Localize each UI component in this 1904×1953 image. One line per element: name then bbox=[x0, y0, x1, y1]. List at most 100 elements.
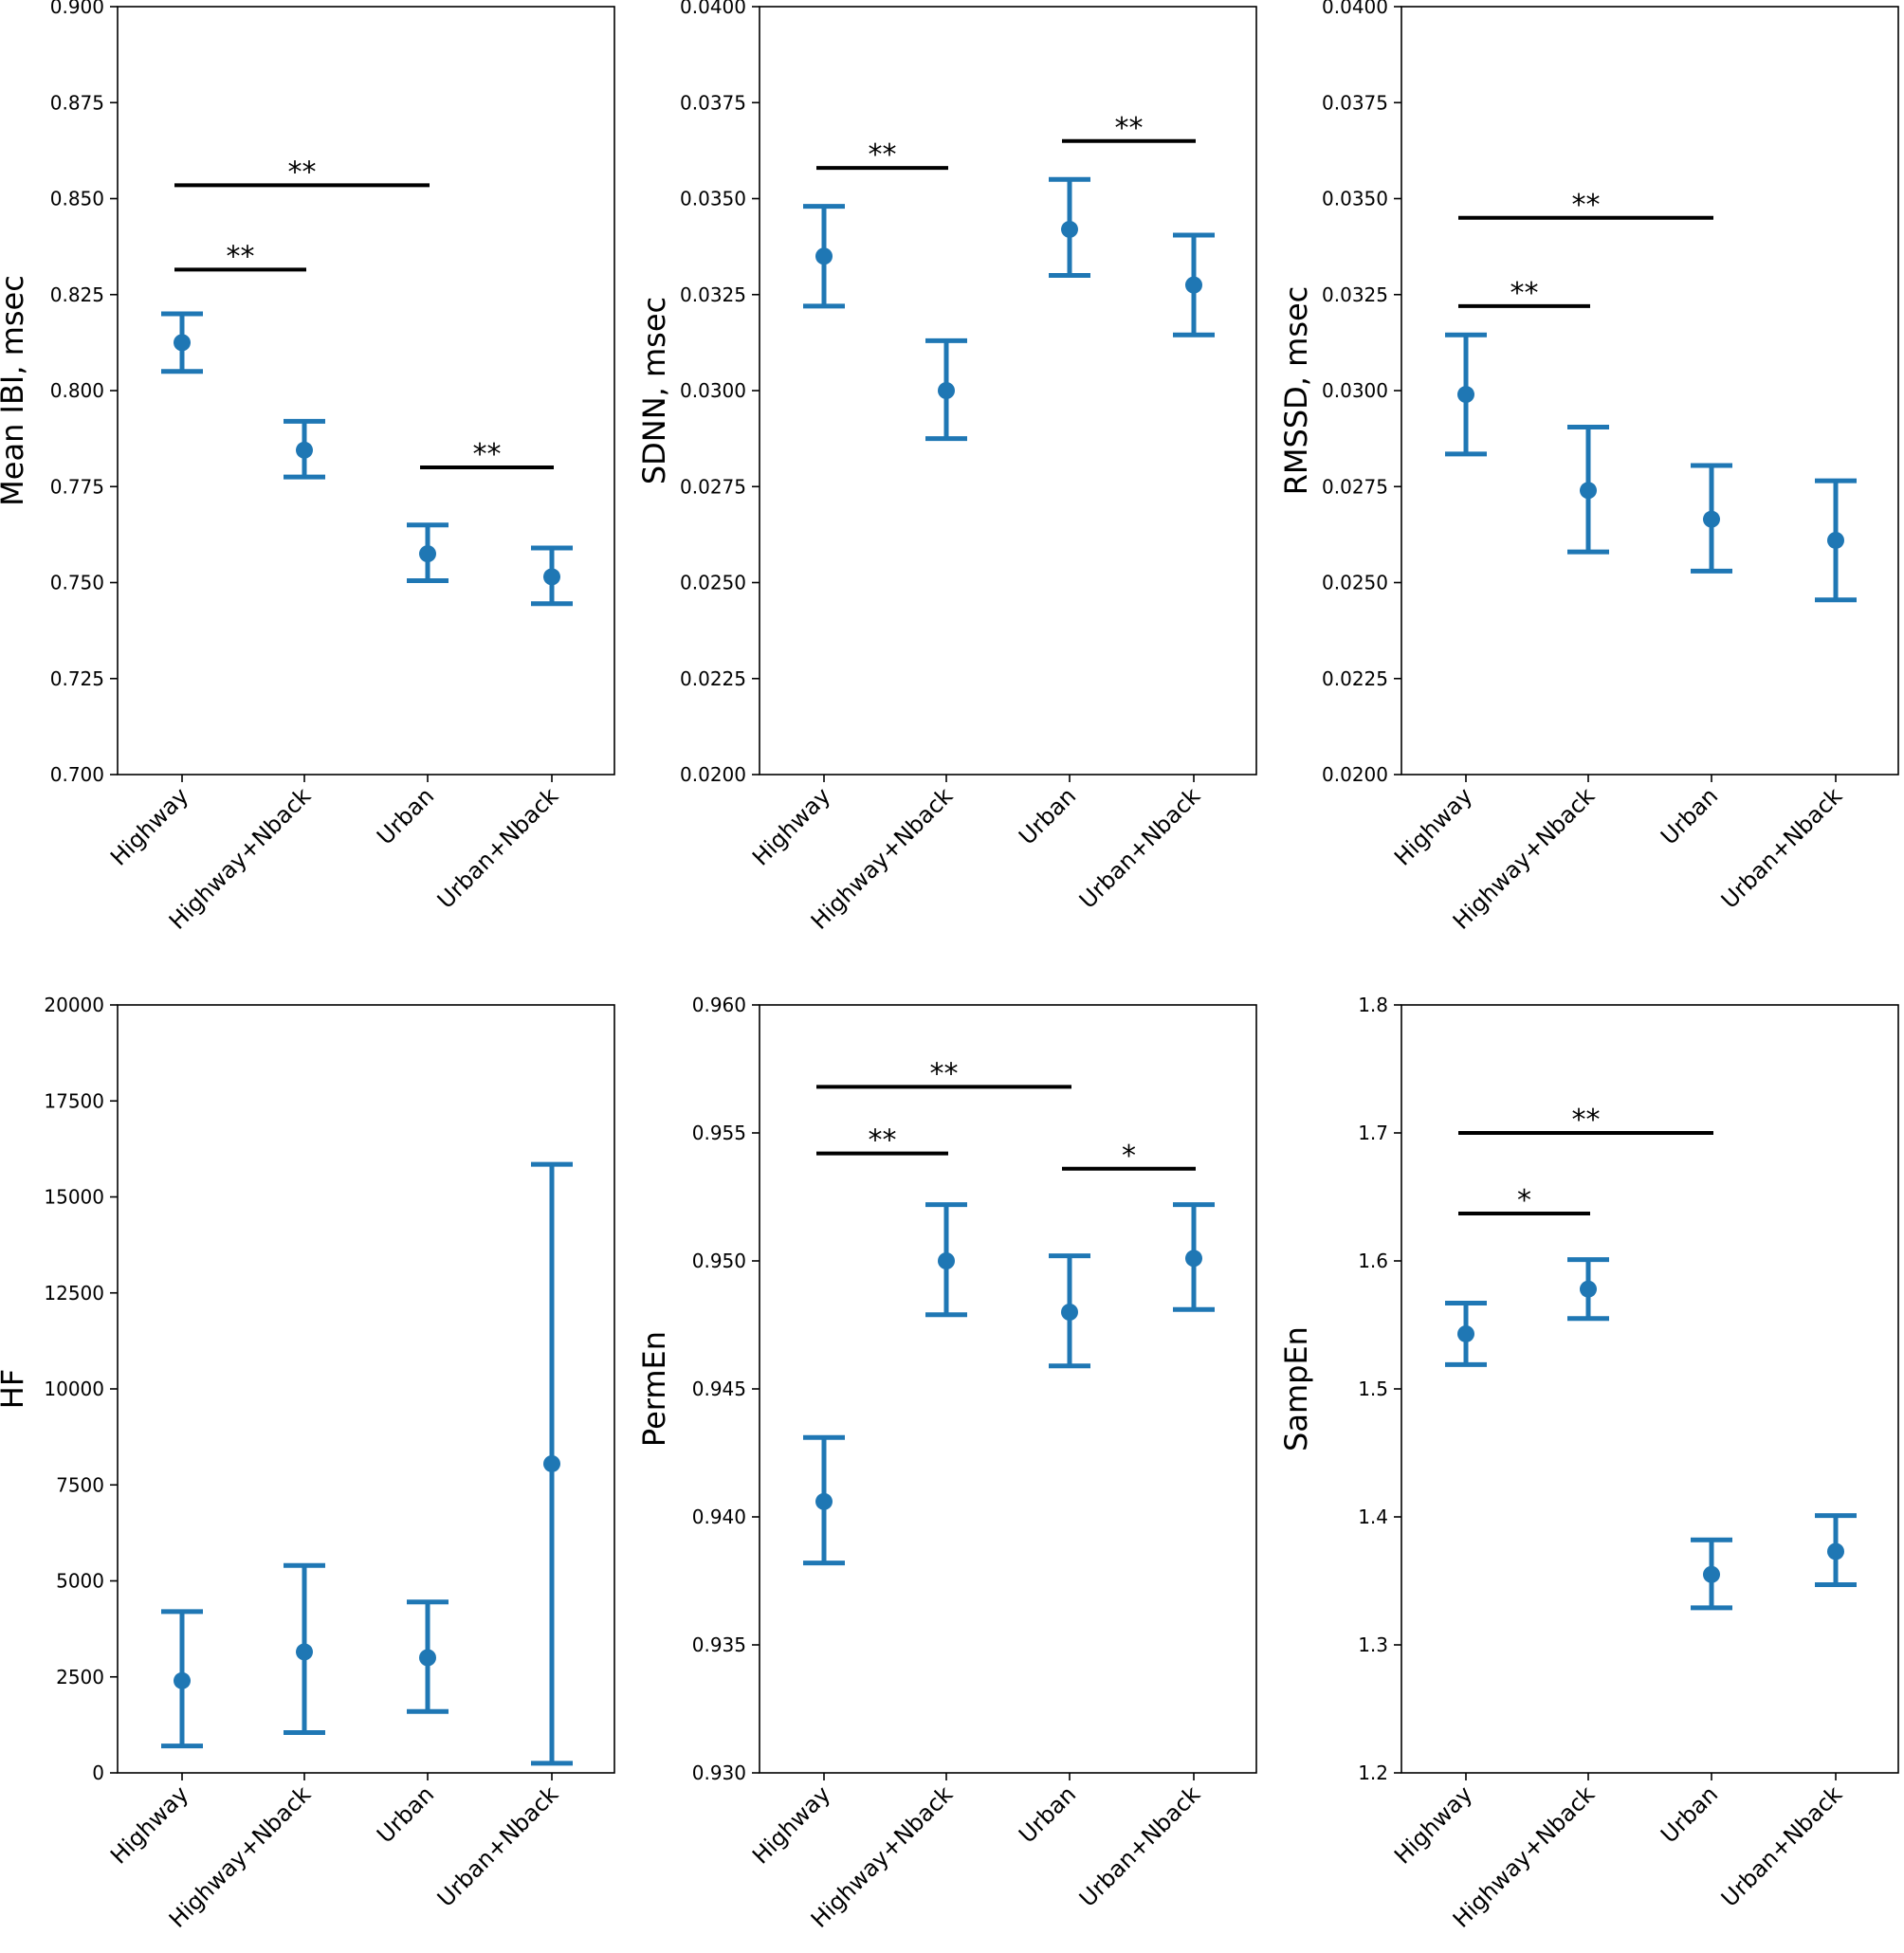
y-axis-label: PermEn bbox=[636, 1331, 672, 1447]
mean-marker bbox=[1061, 1304, 1078, 1321]
y-tick-label: 20000 bbox=[44, 994, 104, 1016]
panel-6: 1.21.31.41.51.61.71.8SampEnHighwayHighwa… bbox=[1278, 994, 1899, 1933]
x-tick-label: Urban+Nback bbox=[432, 1780, 563, 1911]
y-tick-label: 0.0325 bbox=[1322, 283, 1388, 306]
mean-marker bbox=[419, 545, 436, 563]
mean-marker bbox=[296, 1643, 313, 1661]
y-tick-label: 5000 bbox=[56, 1570, 104, 1593]
y-tick-label: 0.875 bbox=[50, 91, 104, 114]
significance-label: ** bbox=[1115, 112, 1144, 145]
y-axis-label: SDNN, msec bbox=[636, 297, 672, 484]
panel-5: 0.930 0.935 0.940 0.945 0.950 0.955 0.960 PermE… bbox=[636, 994, 1257, 1933]
y-tick-label: 0.0275 bbox=[1322, 475, 1388, 498]
x-tick-label: Urban bbox=[1656, 782, 1723, 849]
mean-marker bbox=[1580, 1280, 1597, 1298]
mean-marker bbox=[1703, 1565, 1720, 1583]
mean-marker bbox=[1185, 276, 1202, 294]
y-tick-label: 1.4 bbox=[1358, 1506, 1388, 1528]
panel-3: 0.0200 0.0225 0.0250 0.0275 0.0300 0.0325 0.03… bbox=[1278, 0, 1899, 935]
x-tick-label: Highway bbox=[105, 782, 193, 870]
mean-marker bbox=[938, 1252, 955, 1269]
y-tick-label: 0.900 bbox=[50, 0, 104, 18]
y-tick-label: 0.775 bbox=[50, 475, 104, 498]
y-tick-label: 17500 bbox=[44, 1089, 104, 1112]
x-tick-label: Highway bbox=[105, 1780, 193, 1869]
y-tick-label: 0.0200 bbox=[1322, 763, 1388, 786]
y-tick-label: 0.0225 bbox=[680, 667, 746, 690]
x-tick-label: Urban bbox=[372, 1780, 439, 1848]
y-axis-label: RMSSD, msec bbox=[1278, 286, 1314, 496]
y-tick-label: 0.935 bbox=[692, 1634, 746, 1656]
y-tick-label: 0.0325 bbox=[680, 283, 746, 306]
significance-label: ** bbox=[288, 155, 317, 189]
y-tick-label: 0.0250 bbox=[1322, 572, 1388, 594]
axes-frame bbox=[117, 1004, 615, 1774]
y-tick-label: 1.7 bbox=[1358, 1122, 1388, 1144]
mean-marker bbox=[543, 1454, 560, 1472]
y-tick-label: 1.6 bbox=[1358, 1250, 1388, 1272]
x-tick-label: Urban+Nback bbox=[1074, 1780, 1205, 1911]
y-tick-label: 0.800 bbox=[50, 379, 104, 402]
mean-marker bbox=[543, 568, 560, 586]
y-tick-label: 0.0400 bbox=[1322, 0, 1388, 18]
axes-frame bbox=[759, 6, 1257, 776]
x-tick-label: Urban bbox=[1014, 1780, 1081, 1848]
y-tick-label: 12500 bbox=[44, 1282, 104, 1305]
mean-marker bbox=[1827, 531, 1844, 549]
significance-label: ** bbox=[1510, 277, 1539, 310]
mean-marker bbox=[1580, 482, 1597, 500]
y-tick-label: 0.750 bbox=[50, 572, 104, 594]
x-tick-label: Urban bbox=[372, 782, 439, 849]
significance-label: ** bbox=[473, 438, 502, 471]
y-tick-label: 0.940 bbox=[692, 1506, 746, 1528]
y-tick-label: 1.3 bbox=[1358, 1634, 1388, 1656]
y-tick-label: 1.5 bbox=[1358, 1378, 1388, 1400]
mean-marker bbox=[1827, 1542, 1844, 1561]
y-tick-label: 7500 bbox=[56, 1473, 104, 1496]
y-tick-label: 0.825 bbox=[50, 283, 104, 306]
mean-marker bbox=[296, 441, 313, 459]
mean-marker bbox=[1457, 1324, 1474, 1342]
y-tick-label: 0.0375 bbox=[1322, 91, 1388, 114]
y-tick-label: 0.0300 bbox=[1322, 379, 1388, 402]
y-tick-label: 0.945 bbox=[692, 1378, 746, 1400]
y-tick-label: 0.0350 bbox=[680, 188, 746, 210]
mean-marker bbox=[938, 382, 955, 399]
y-axis-label: Mean IBI, msec bbox=[0, 275, 30, 506]
y-tick-label: 0.725 bbox=[50, 667, 104, 690]
significance-label: ** bbox=[930, 1057, 959, 1090]
significance-label: ** bbox=[1572, 1104, 1601, 1137]
significance-label: * bbox=[1122, 1140, 1136, 1173]
y-tick-label: 1.8 bbox=[1358, 994, 1388, 1016]
y-tick-label: 0.0400 bbox=[680, 0, 746, 18]
mean-marker bbox=[1703, 510, 1720, 528]
y-tick-label: 1.2 bbox=[1358, 1761, 1388, 1784]
x-tick-label: Highway bbox=[747, 782, 835, 870]
mean-marker bbox=[1185, 1250, 1202, 1268]
mean-marker bbox=[419, 1649, 436, 1667]
y-tick-label: 0.0225 bbox=[1322, 667, 1388, 690]
significance-label: ** bbox=[227, 240, 255, 273]
y-tick-label: 0.960 bbox=[692, 994, 746, 1016]
significance-label: * bbox=[1517, 1184, 1531, 1217]
significance-label: ** bbox=[869, 138, 897, 172]
axes-frame bbox=[1401, 6, 1899, 776]
axes-frame bbox=[117, 6, 615, 776]
x-tick-label: Urban+Nback bbox=[1716, 782, 1847, 913]
y-tick-label: 0.0350 bbox=[1322, 188, 1388, 210]
mean-marker bbox=[174, 334, 191, 352]
mean-marker bbox=[815, 1492, 833, 1510]
significance-label: ** bbox=[1572, 189, 1601, 222]
y-axis-label: SampEn bbox=[1278, 1326, 1314, 1451]
panel-1: 0.700 0.725 0.750 0.775 0.800 0.825 0.850 0.875… bbox=[0, 0, 615, 935]
x-tick-label: Urban bbox=[1014, 782, 1081, 849]
y-tick-label: 0.850 bbox=[50, 188, 104, 210]
mean-marker bbox=[174, 1671, 191, 1689]
y-tick-label: 0.955 bbox=[692, 1122, 746, 1144]
x-tick-label: Urban bbox=[1656, 1780, 1723, 1848]
y-tick-label: 0.0375 bbox=[680, 91, 746, 114]
y-tick-label: 0.0200 bbox=[680, 763, 746, 786]
y-axis-label: HF bbox=[0, 1369, 30, 1409]
y-tick-label: 0.0300 bbox=[680, 379, 746, 402]
